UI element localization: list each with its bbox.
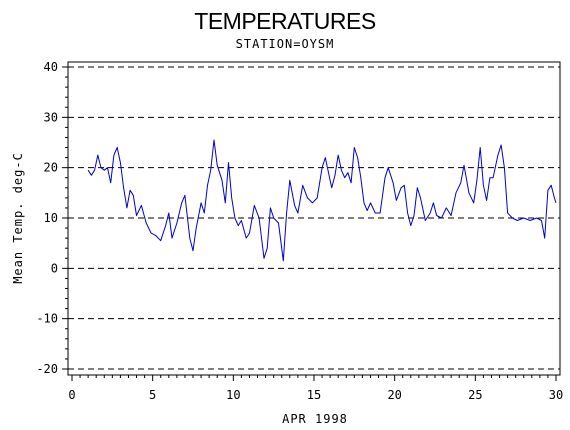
chart-subtitle: STATION=OYSM bbox=[236, 37, 335, 51]
x-tick-label: 30 bbox=[549, 388, 563, 402]
grid-lines bbox=[68, 66, 560, 370]
y-axis-label: Mean Temp. deg-C bbox=[11, 152, 25, 284]
chart-title: TEMPERATURES bbox=[194, 8, 376, 34]
x-tick-label: 25 bbox=[468, 388, 482, 402]
series-line-temperature bbox=[87, 139, 557, 262]
x-tick-label: 5 bbox=[149, 388, 156, 402]
y-tick-label: 20 bbox=[44, 161, 58, 175]
x-axis-label: APR 1998 bbox=[282, 412, 348, 426]
x-tick-label: 0 bbox=[68, 388, 75, 402]
y-tick-label: 10 bbox=[44, 211, 58, 225]
y-tick-label: -10 bbox=[36, 312, 58, 326]
y-tick-label: -20 bbox=[36, 362, 58, 376]
x-axis: 0 5 10 15 20 25 30 bbox=[68, 375, 563, 402]
x-tick-label: 15 bbox=[307, 388, 321, 402]
y-tick-label: 0 bbox=[51, 261, 58, 275]
y-tick-label: 40 bbox=[44, 60, 58, 74]
series-layer bbox=[87, 139, 557, 262]
x-tick-label: 20 bbox=[387, 388, 401, 402]
y-tick-label: 30 bbox=[44, 110, 58, 124]
x-tick-label: 10 bbox=[226, 388, 240, 402]
y-axis: -20 -10 0 10 20 30 40 bbox=[36, 60, 68, 376]
